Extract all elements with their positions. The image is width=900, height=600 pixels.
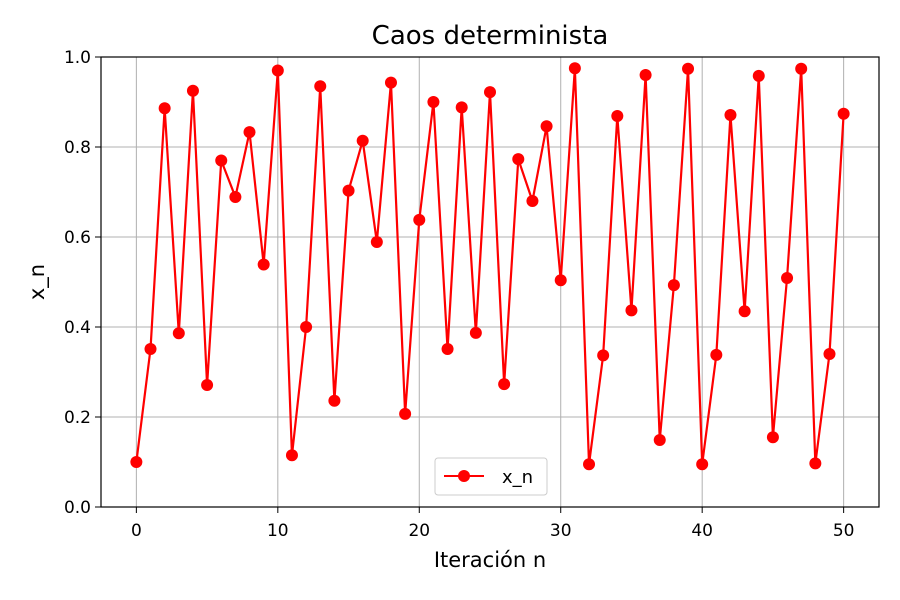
data-point [583, 458, 596, 471]
data-point [201, 379, 214, 392]
data-point [738, 305, 751, 318]
data-point [257, 258, 270, 271]
data-point [837, 107, 850, 120]
data-point [526, 195, 539, 207]
data-point [682, 62, 695, 75]
x-tick-label: 10 [267, 521, 289, 541]
data-point [215, 154, 228, 167]
data-point [356, 134, 369, 147]
series-layer [130, 62, 850, 471]
y-tick-label: 0.6 [64, 228, 91, 248]
data-point [285, 449, 298, 462]
data-point [611, 109, 624, 122]
data-point [554, 274, 567, 287]
legend-label: x_n [502, 467, 533, 488]
x-tick-label: 0 [131, 521, 142, 541]
legend-marker-swatch [458, 470, 470, 482]
data-point [625, 304, 638, 317]
data-point [484, 86, 496, 99]
data-point [809, 457, 822, 470]
data-point [186, 84, 199, 97]
data-point [328, 394, 341, 407]
data-point [413, 213, 426, 226]
x-tick-label: 20 [408, 521, 430, 541]
data-point [399, 407, 412, 420]
plot-frame [100, 56, 880, 508]
y-tick-label: 0.4 [64, 318, 91, 338]
data-point [597, 349, 610, 362]
data-point [568, 62, 581, 75]
data-point [540, 120, 553, 133]
x-tick-label: 50 [833, 521, 855, 541]
data-point [696, 458, 709, 471]
x-axis-label: Iteración n [434, 548, 546, 572]
legend-box [434, 457, 548, 496]
data-point [130, 456, 143, 468]
y-tick-label: 1.0 [64, 48, 91, 68]
data-point [823, 348, 836, 360]
data-point [455, 101, 468, 114]
data-point [144, 343, 157, 356]
data-point [795, 62, 808, 75]
y-tick-label: 0.0 [64, 498, 91, 518]
y-axis-label: x_n [25, 264, 50, 300]
data-point [667, 279, 680, 292]
data-point [384, 76, 397, 89]
data-point [271, 64, 284, 77]
data-point [469, 326, 482, 339]
data-point [512, 153, 525, 166]
data-point [498, 378, 511, 391]
chart-title: Caos determinista [372, 21, 609, 51]
series-line [135, 67, 845, 466]
data-point [724, 109, 737, 122]
data-point [752, 69, 765, 82]
data-point [427, 96, 440, 108]
ticks-layer: 0 10 20 30 40 50 0.0 0.2 0.4 0.6 0.8 1.0 [64, 48, 855, 541]
y-tick-label: 0.2 [64, 408, 91, 428]
y-tick-label: 0.8 [64, 138, 91, 158]
data-point [158, 102, 171, 115]
data-point [441, 343, 454, 356]
x-tick-label: 30 [550, 521, 572, 541]
data-point [243, 126, 256, 139]
data-point [766, 431, 779, 444]
data-point [710, 348, 723, 361]
data-point [229, 190, 242, 203]
data-point [781, 271, 794, 284]
data-point [653, 433, 666, 446]
data-point [172, 327, 185, 340]
data-point [370, 235, 383, 248]
x-tick-label: 40 [691, 521, 713, 541]
legend: x_n [434, 457, 548, 496]
data-point [314, 80, 327, 93]
grid-layer [101, 56, 879, 508]
data-point [300, 321, 313, 333]
data-point [639, 69, 652, 81]
data-point [342, 184, 355, 197]
